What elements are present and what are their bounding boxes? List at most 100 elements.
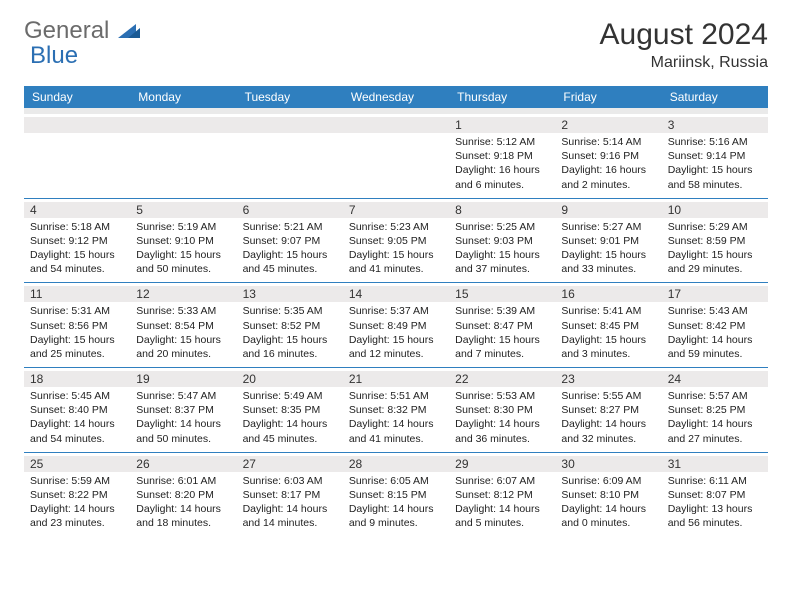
day-sunrise: Sunrise: 5:49 AM bbox=[243, 389, 337, 403]
day-daylight: Daylight: 15 hours and 45 minutes. bbox=[243, 248, 337, 276]
day-number-row: 8 bbox=[449, 202, 555, 218]
day-sunrise: Sunrise: 5:39 AM bbox=[455, 304, 549, 318]
week-row: 1Sunrise: 5:12 AMSunset: 9:18 PMDaylight… bbox=[24, 114, 768, 198]
day-number-row: 15 bbox=[449, 286, 555, 302]
day-sunrise: Sunrise: 5:23 AM bbox=[349, 220, 443, 234]
day-cell: 29Sunrise: 6:07 AMSunset: 8:12 PMDayligh… bbox=[449, 453, 555, 537]
day-number-row: 20 bbox=[237, 371, 343, 387]
day-number-row: 18 bbox=[24, 371, 130, 387]
day-sunset: Sunset: 8:17 PM bbox=[243, 488, 337, 502]
day-number-row: 16 bbox=[555, 286, 661, 302]
day-number-row: 28 bbox=[343, 456, 449, 472]
day-daylight: Daylight: 16 hours and 2 minutes. bbox=[561, 163, 655, 191]
day-number bbox=[343, 118, 349, 132]
day-number-row: 27 bbox=[237, 456, 343, 472]
day-sunset: Sunset: 8:27 PM bbox=[561, 403, 655, 417]
location: Mariinsk, Russia bbox=[600, 54, 768, 72]
brand-part2: Blue bbox=[30, 42, 78, 69]
day-number: 18 bbox=[24, 372, 43, 386]
day-number-row: 7 bbox=[343, 202, 449, 218]
day-daylight: Daylight: 15 hours and 37 minutes. bbox=[455, 248, 549, 276]
day-daylight: Daylight: 15 hours and 20 minutes. bbox=[136, 333, 230, 361]
day-daylight: Daylight: 15 hours and 16 minutes. bbox=[243, 333, 337, 361]
day-number: 2 bbox=[555, 118, 568, 132]
day-number-row: 21 bbox=[343, 371, 449, 387]
week-row: 18Sunrise: 5:45 AMSunset: 8:40 PMDayligh… bbox=[24, 367, 768, 452]
day-cell: 10Sunrise: 5:29 AMSunset: 8:59 PMDayligh… bbox=[662, 199, 768, 283]
day-number: 6 bbox=[237, 203, 250, 217]
day-number-row: 30 bbox=[555, 456, 661, 472]
day-sunrise: Sunrise: 5:35 AM bbox=[243, 304, 337, 318]
day-cell: 18Sunrise: 5:45 AMSunset: 8:40 PMDayligh… bbox=[24, 368, 130, 452]
day-sunset: Sunset: 9:05 PM bbox=[349, 234, 443, 248]
page-title: August 2024 bbox=[600, 18, 768, 52]
day-cell: 12Sunrise: 5:33 AMSunset: 8:54 PMDayligh… bbox=[130, 283, 236, 367]
day-number: 27 bbox=[237, 457, 256, 471]
day-daylight: Daylight: 14 hours and 18 minutes. bbox=[136, 502, 230, 530]
day-daylight: Daylight: 14 hours and 14 minutes. bbox=[243, 502, 337, 530]
day-daylight: Daylight: 16 hours and 6 minutes. bbox=[455, 163, 549, 191]
day-number: 14 bbox=[343, 287, 362, 301]
day-number-row: 11 bbox=[24, 286, 130, 302]
day-daylight: Daylight: 14 hours and 41 minutes. bbox=[349, 417, 443, 445]
day-number: 16 bbox=[555, 287, 574, 301]
day-sunrise: Sunrise: 5:43 AM bbox=[668, 304, 762, 318]
day-sunrise: Sunrise: 6:07 AM bbox=[455, 474, 549, 488]
day-cell bbox=[130, 114, 236, 198]
day-cell: 9Sunrise: 5:27 AMSunset: 9:01 PMDaylight… bbox=[555, 199, 661, 283]
title-block: August 2024 Mariinsk, Russia bbox=[600, 18, 768, 72]
day-cell: 24Sunrise: 5:57 AMSunset: 8:25 PMDayligh… bbox=[662, 368, 768, 452]
calendar-body: 1Sunrise: 5:12 AMSunset: 9:18 PMDaylight… bbox=[24, 114, 768, 536]
day-sunrise: Sunrise: 5:16 AM bbox=[668, 135, 762, 149]
day-number-row: 12 bbox=[130, 286, 236, 302]
day-daylight: Daylight: 15 hours and 25 minutes. bbox=[30, 333, 124, 361]
day-sunset: Sunset: 9:12 PM bbox=[30, 234, 124, 248]
col-tuesday: Tuesday bbox=[237, 86, 343, 108]
day-sunset: Sunset: 9:16 PM bbox=[561, 149, 655, 163]
day-number-row bbox=[237, 117, 343, 133]
day-number: 22 bbox=[449, 372, 468, 386]
day-number: 1 bbox=[449, 118, 462, 132]
day-sunset: Sunset: 8:37 PM bbox=[136, 403, 230, 417]
day-sunset: Sunset: 8:40 PM bbox=[30, 403, 124, 417]
day-sunrise: Sunrise: 6:05 AM bbox=[349, 474, 443, 488]
day-sunset: Sunset: 9:07 PM bbox=[243, 234, 337, 248]
day-daylight: Daylight: 15 hours and 29 minutes. bbox=[668, 248, 762, 276]
day-daylight: Daylight: 14 hours and 23 minutes. bbox=[30, 502, 124, 530]
day-cell bbox=[24, 114, 130, 198]
brand-part1: General bbox=[24, 17, 109, 44]
day-cell: 7 Sunrise: 5:23 AMSunset: 9:05 PMDaylight… bbox=[343, 199, 449, 283]
day-cell: 22Sunrise: 5:53 AMSunset: 8:30 PMDayligh… bbox=[449, 368, 555, 452]
day-cell: 23Sunrise: 5:55 AMSunset: 8:27 PMDayligh… bbox=[555, 368, 661, 452]
week-row: 25Sunrise: 5:59 AMSunset: 8:22 PMDayligh… bbox=[24, 452, 768, 537]
day-sunset: Sunset: 9:10 PM bbox=[136, 234, 230, 248]
day-number: 21 bbox=[343, 372, 362, 386]
day-sunset: Sunset: 8:32 PM bbox=[349, 403, 443, 417]
calendar-header-row: Sunday Monday Tuesday Wednesday Thursday… bbox=[24, 86, 768, 108]
day-number-row bbox=[130, 117, 236, 133]
day-daylight: Daylight: 14 hours and 50 minutes. bbox=[136, 417, 230, 445]
day-number: 24 bbox=[662, 372, 681, 386]
day-sunset: Sunset: 8:56 PM bbox=[30, 319, 124, 333]
day-daylight: Daylight: 14 hours and 45 minutes. bbox=[243, 417, 337, 445]
day-cell: 2Sunrise: 5:14 AMSunset: 9:16 PMDaylight… bbox=[555, 114, 661, 198]
day-sunrise: Sunrise: 5:47 AM bbox=[136, 389, 230, 403]
day-daylight: Daylight: 15 hours and 41 minutes. bbox=[349, 248, 443, 276]
day-number-row: 31 bbox=[662, 456, 768, 472]
day-cell: 8Sunrise: 5:25 AMSunset: 9:03 PMDaylight… bbox=[449, 199, 555, 283]
day-number: 8 bbox=[449, 203, 462, 217]
day-sunrise: Sunrise: 5:55 AM bbox=[561, 389, 655, 403]
day-number: 11 bbox=[24, 287, 42, 301]
day-cell: 14Sunrise: 5:37 AMSunset: 8:49 PMDayligh… bbox=[343, 283, 449, 367]
day-number-row: 26 bbox=[130, 456, 236, 472]
day-cell: 13Sunrise: 5:35 AMSunset: 8:52 PMDayligh… bbox=[237, 283, 343, 367]
day-sunrise: Sunrise: 5:33 AM bbox=[136, 304, 230, 318]
day-sunrise: Sunrise: 5:21 AM bbox=[243, 220, 337, 234]
day-daylight: Daylight: 14 hours and 32 minutes. bbox=[561, 417, 655, 445]
day-sunset: Sunset: 8:30 PM bbox=[455, 403, 549, 417]
day-cell bbox=[237, 114, 343, 198]
day-daylight: Daylight: 15 hours and 54 minutes. bbox=[30, 248, 124, 276]
day-sunrise: Sunrise: 5:59 AM bbox=[30, 474, 124, 488]
day-number: 17 bbox=[662, 287, 681, 301]
day-number: 26 bbox=[130, 457, 149, 471]
